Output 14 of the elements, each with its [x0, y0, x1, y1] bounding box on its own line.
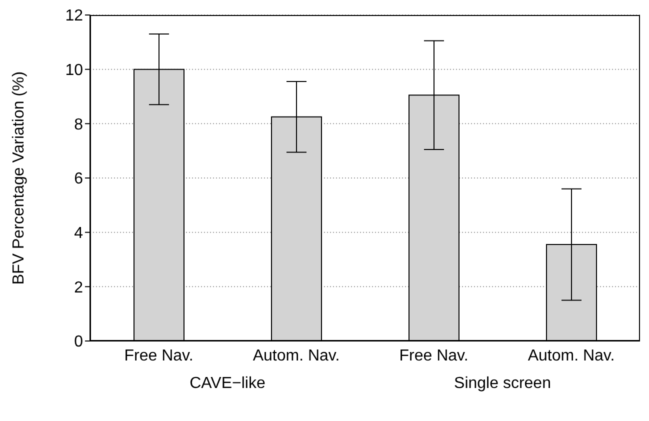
y-tick-label: 10: [65, 62, 84, 80]
y-tick-label: 12: [65, 8, 84, 25]
x-tick-label: Free Nav.: [124, 347, 194, 364]
text: CAVE−like: [188, 375, 266, 393]
x-tick-label: Free Nav.: [399, 347, 468, 364]
x-tick-label: Autom. Nav.: [528, 347, 615, 364]
y-tick-label: 8: [74, 116, 84, 134]
y-tick-label: 0: [74, 334, 84, 351]
y-tick-label: 2: [74, 279, 84, 296]
y-tick-label: 6: [74, 170, 84, 188]
y-axis-title: BFV Percentage Variation (%): [10, 71, 28, 285]
text: Single screen: [453, 375, 552, 393]
x-tick-label: Autom. Nav.: [252, 347, 340, 364]
y-tick-label: 4: [74, 225, 84, 242]
